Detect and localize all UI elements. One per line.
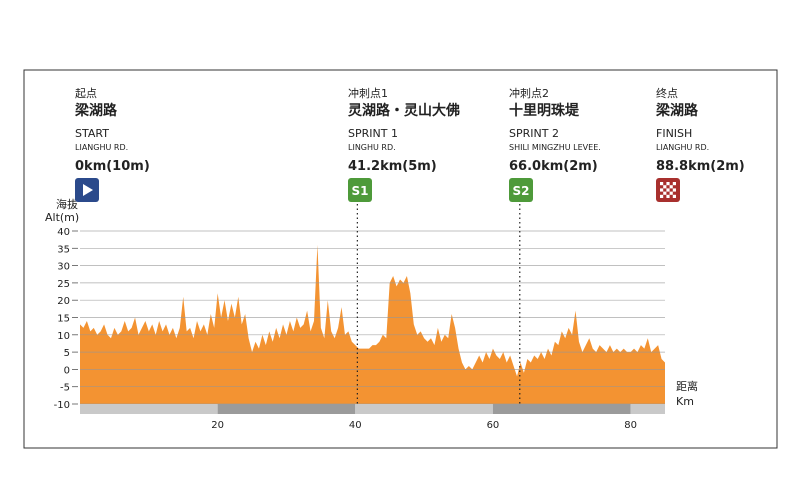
- x-axis-label: Km: [676, 395, 694, 408]
- finish-check: [660, 188, 664, 192]
- y-tick-label: 35: [57, 244, 70, 255]
- waypoint-name-cn: 梁湖路: [74, 102, 118, 119]
- y-tick-label: 40: [57, 227, 70, 238]
- elevation-area: [80, 244, 665, 404]
- finish-check: [660, 182, 664, 186]
- sprint-icon-text: S2: [513, 184, 530, 198]
- finish-check: [666, 188, 670, 192]
- y-tick-label: -10: [54, 400, 70, 411]
- x-axis-label-cn: 距离: [676, 379, 698, 393]
- distance-band: [492, 404, 631, 414]
- y-tick-label: 0: [64, 365, 70, 376]
- sprint-icon: [509, 178, 533, 202]
- finish-check: [663, 185, 667, 189]
- finish-check: [660, 194, 664, 198]
- waypoint-label-cn: 起点: [75, 87, 97, 100]
- finish-check: [669, 185, 673, 189]
- waypoint-label-en: START: [75, 127, 109, 140]
- y-tick-label: 20: [57, 296, 70, 307]
- waypoint-label-en: SPRINT 1: [348, 127, 398, 140]
- waypoint-name-cn: 十里明珠堤: [509, 102, 580, 119]
- finish-check: [672, 194, 676, 198]
- y-axis-label: Alt(m): [45, 211, 79, 224]
- waypoint-label-cn: 冲刺点1: [348, 86, 388, 100]
- waypoint-name-en: LIANGHU RD.: [656, 143, 709, 152]
- waypoint-label-cn: 终点: [656, 86, 678, 100]
- distance-band: [80, 404, 218, 414]
- y-tick-label: 15: [57, 314, 70, 325]
- sprint-icon-text: S1: [352, 184, 369, 198]
- x-tick-label: 80: [624, 420, 637, 431]
- waypoint-name-en: LIANGHU RD.: [75, 143, 128, 152]
- y-tick-label: 5: [64, 348, 70, 359]
- waypoint-name-en: LINGHU RD.: [348, 143, 396, 152]
- waypoint-name-cn: 灵湖路・灵山大佛: [348, 102, 460, 119]
- finish-check: [666, 194, 670, 198]
- y-tick-label: 25: [57, 279, 70, 290]
- waypoint-distance: 88.8km(2m): [656, 159, 745, 174]
- waypoint-label-en: FINISH: [656, 127, 692, 140]
- finish-check: [672, 182, 676, 186]
- waypoint-distance: 0km(10m): [75, 159, 150, 174]
- finish-check: [666, 182, 670, 186]
- waypoint-distance: 66.0km(2m): [509, 159, 598, 174]
- y-tick-label: 30: [57, 262, 70, 273]
- finish-check: [669, 191, 673, 195]
- y-tick-label: -5: [60, 383, 70, 394]
- y-tick-label: 10: [57, 331, 70, 342]
- x-tick-label: 20: [211, 420, 224, 431]
- finish-check: [663, 191, 667, 195]
- waypoint-label-en: SPRINT 2: [509, 127, 559, 140]
- distance-band: [355, 404, 493, 414]
- waypoint-name-en: SHILI MINGZHU LEVEE.: [509, 143, 601, 152]
- start-arrow: [83, 184, 93, 196]
- waypoint-distance: 41.2km(5m): [348, 159, 437, 174]
- sprint-icon: [348, 178, 372, 202]
- distance-band: [630, 404, 665, 414]
- waypoint-name-cn: 梁湖路: [655, 102, 699, 119]
- x-tick-label: 60: [487, 420, 500, 431]
- finish-check: [672, 188, 676, 192]
- waypoint-label-cn: 冲刺点2: [509, 86, 549, 100]
- distance-band: [217, 404, 356, 414]
- x-tick-label: 40: [349, 420, 362, 431]
- y-axis-label-cn: 海拔: [56, 197, 78, 211]
